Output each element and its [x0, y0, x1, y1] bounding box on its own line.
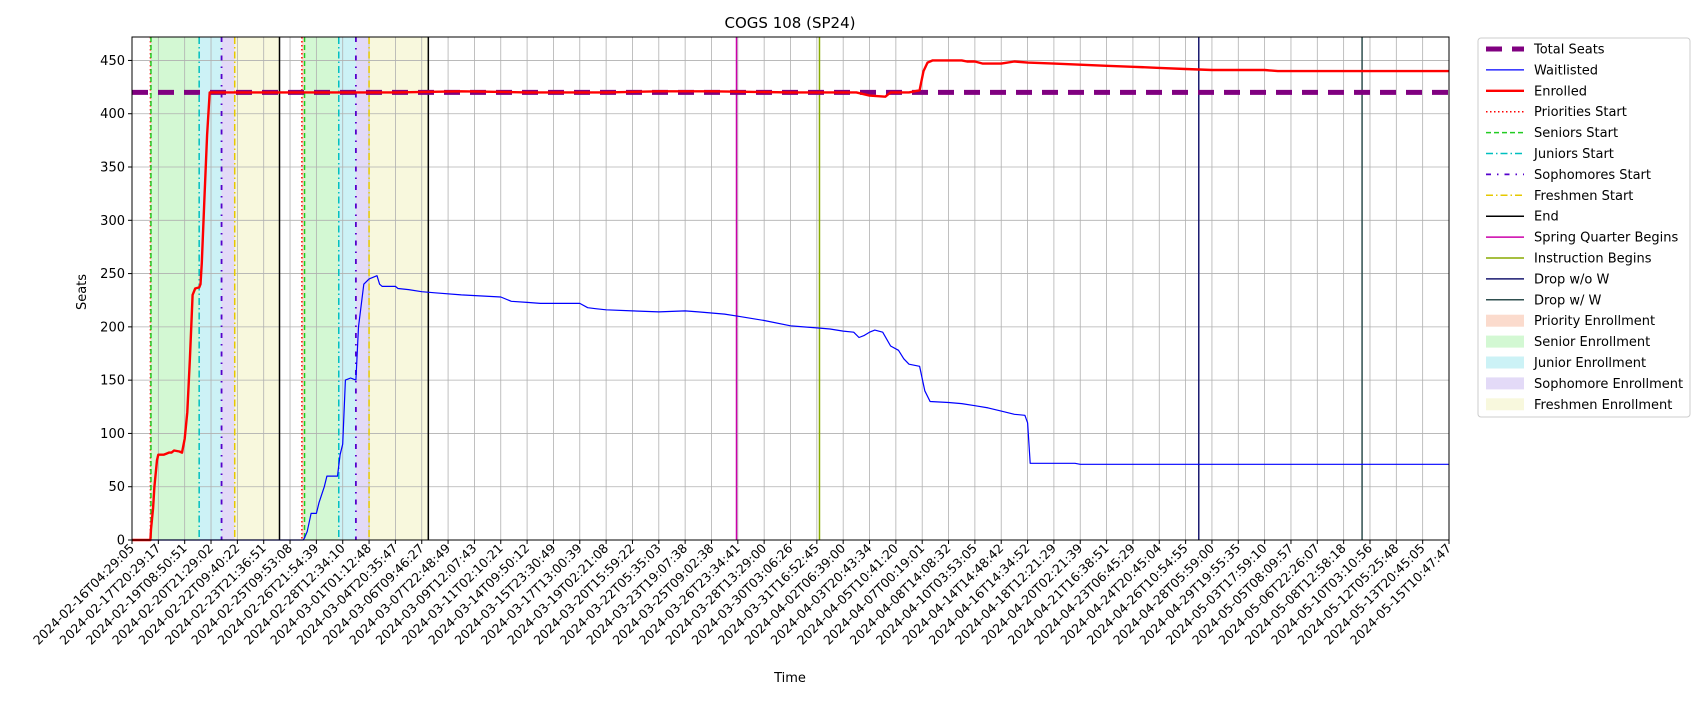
shaded-regions — [150, 37, 429, 540]
y-tick-label: 250 — [100, 267, 125, 282]
legend-swatch — [1486, 377, 1524, 390]
legend-label: End — [1534, 210, 1559, 225]
y-tick-label: 100 — [100, 427, 125, 442]
y-tick-label: 350 — [100, 161, 125, 176]
series-lines — [132, 59, 1449, 542]
legend-label: Instruction Begins — [1534, 252, 1652, 267]
legend-swatch — [1486, 398, 1524, 411]
legend-label: Priority Enrollment — [1534, 314, 1655, 329]
legend-swatch — [1486, 314, 1524, 327]
legend-label: Sophomores Start — [1534, 168, 1651, 183]
legend-label: Sophomore Enrollment — [1534, 377, 1683, 392]
legend-label: Total Seats — [1533, 43, 1605, 58]
chart-title: COGS 108 (SP24) — [725, 14, 856, 32]
grid — [131, 37, 1450, 541]
shaded-region — [221, 37, 235, 540]
y-tick-label: 150 — [100, 374, 125, 389]
legend-label: Waitlisted — [1534, 63, 1598, 78]
legend-label: Freshmen Enrollment — [1534, 398, 1672, 413]
y-tick-label: 200 — [100, 320, 125, 335]
legend-label: Enrolled — [1534, 84, 1587, 99]
shaded-region — [234, 37, 280, 540]
legend-label: Seniors Start — [1534, 126, 1618, 141]
legend-label: Freshmen Start — [1534, 189, 1633, 204]
x-axis-ticks: 2024-02-16T04:29:052024-02-17T20:29:1720… — [30, 540, 1454, 648]
shaded-region — [304, 37, 339, 540]
legend-label: Drop w/ W — [1534, 293, 1602, 308]
shaded-region — [355, 37, 370, 540]
series-line — [132, 275, 1449, 541]
y-tick-label: 450 — [100, 54, 125, 69]
legend-label: Junior Enrollment — [1533, 356, 1646, 371]
series-line — [132, 59, 1449, 542]
legend-label: Drop w/o W — [1534, 272, 1610, 287]
shaded-region — [338, 37, 356, 540]
y-tick-label: 50 — [108, 480, 125, 495]
y-tick-label: 400 — [100, 107, 125, 122]
legend-label: Spring Quarter Begins — [1534, 231, 1678, 246]
legend-label: Senior Enrollment — [1534, 335, 1650, 350]
x-axis-label: Time — [773, 671, 806, 686]
legend-swatch — [1486, 335, 1524, 348]
y-axis-label: Seats — [75, 274, 90, 310]
legend-label: Priorities Start — [1534, 105, 1627, 120]
legend-box — [1477, 37, 1691, 418]
legend: Total Seats Waitlisted Enrolled Priorities … — [1477, 37, 1691, 418]
shaded-region — [199, 37, 222, 540]
legend-swatch — [1486, 356, 1524, 369]
shaded-region — [301, 37, 305, 540]
y-tick-label: 300 — [100, 214, 125, 229]
y-tick-label: 0 — [117, 534, 125, 549]
y-axis-ticks: 0 50 100 150 200 250 300 350 400 450 — [100, 54, 132, 549]
legend-label: Juniors Start — [1533, 147, 1614, 162]
